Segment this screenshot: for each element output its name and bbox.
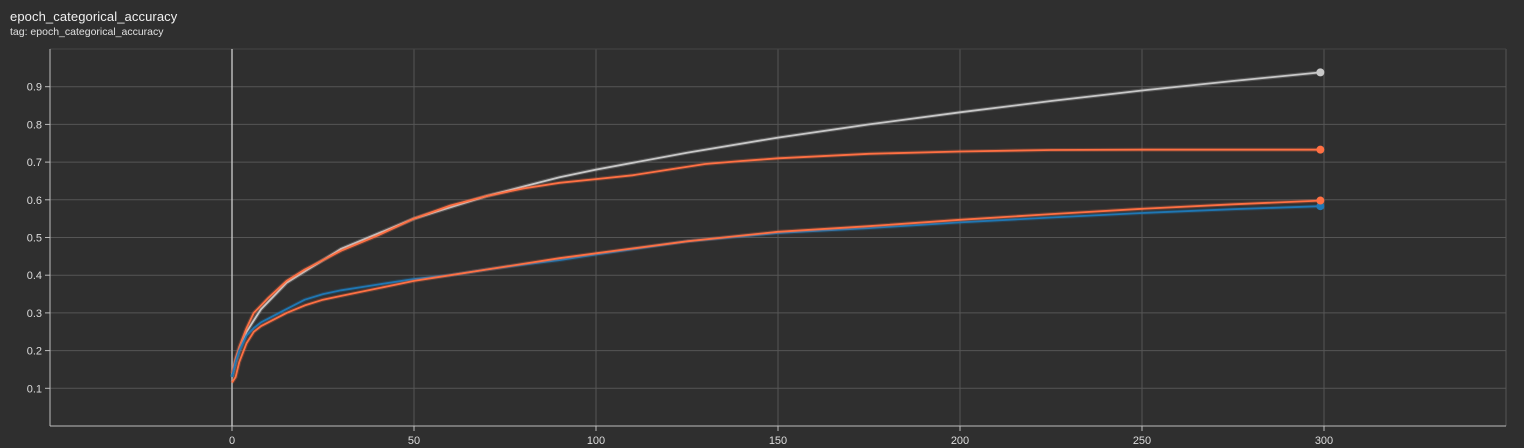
x-tick-label: 50: [408, 435, 420, 447]
x-tick-label: 0: [229, 435, 235, 447]
series-layer: [230, 68, 1325, 384]
series-end-marker[interactable]: [1316, 68, 1325, 77]
series-line[interactable]: [231, 205, 1321, 378]
x-tick-label: 150: [769, 435, 787, 447]
series-end-marker[interactable]: [1316, 202, 1325, 211]
y-tick-label: 0.7: [27, 157, 42, 169]
y-tick-label: 0.2: [27, 346, 42, 358]
y-tick-label: 0.4: [27, 270, 42, 282]
axes: [45, 49, 1506, 431]
y-tick-label: 0.9: [27, 82, 42, 94]
series-line[interactable]: [231, 199, 1321, 384]
y-tick-label: 0.5: [27, 233, 42, 245]
grid: [50, 48, 1507, 426]
chart-tag-subtitle: tag: epoch_categorical_accuracy: [10, 26, 164, 38]
series-end-marker[interactable]: [1316, 145, 1325, 154]
series-line[interactable]: [231, 148, 1321, 374]
x-tick-label: 100: [587, 435, 605, 447]
chart-title: epoch_categorical_accuracy: [10, 9, 178, 24]
x-tick-label: 200: [951, 435, 969, 447]
y-tick-label: 0.8: [27, 119, 42, 131]
series-raw-trace: [230, 147, 1321, 374]
series-raw-trace: [230, 70, 1321, 378]
x-tick-label: 300: [1315, 435, 1333, 447]
y-tick-label: 0.3: [27, 308, 42, 320]
tick-labels: 0.1 0.2 0.3 0.4 0.5 0.6 0.7 0.8 0.9 0 50 100 150 200 2…: [27, 82, 1333, 447]
y-tick-label: 0.1: [27, 383, 42, 395]
y-tick-label: 0.6: [27, 195, 42, 207]
x-tick-label: 250: [1133, 435, 1151, 447]
series-end-marker[interactable]: [1316, 196, 1325, 205]
